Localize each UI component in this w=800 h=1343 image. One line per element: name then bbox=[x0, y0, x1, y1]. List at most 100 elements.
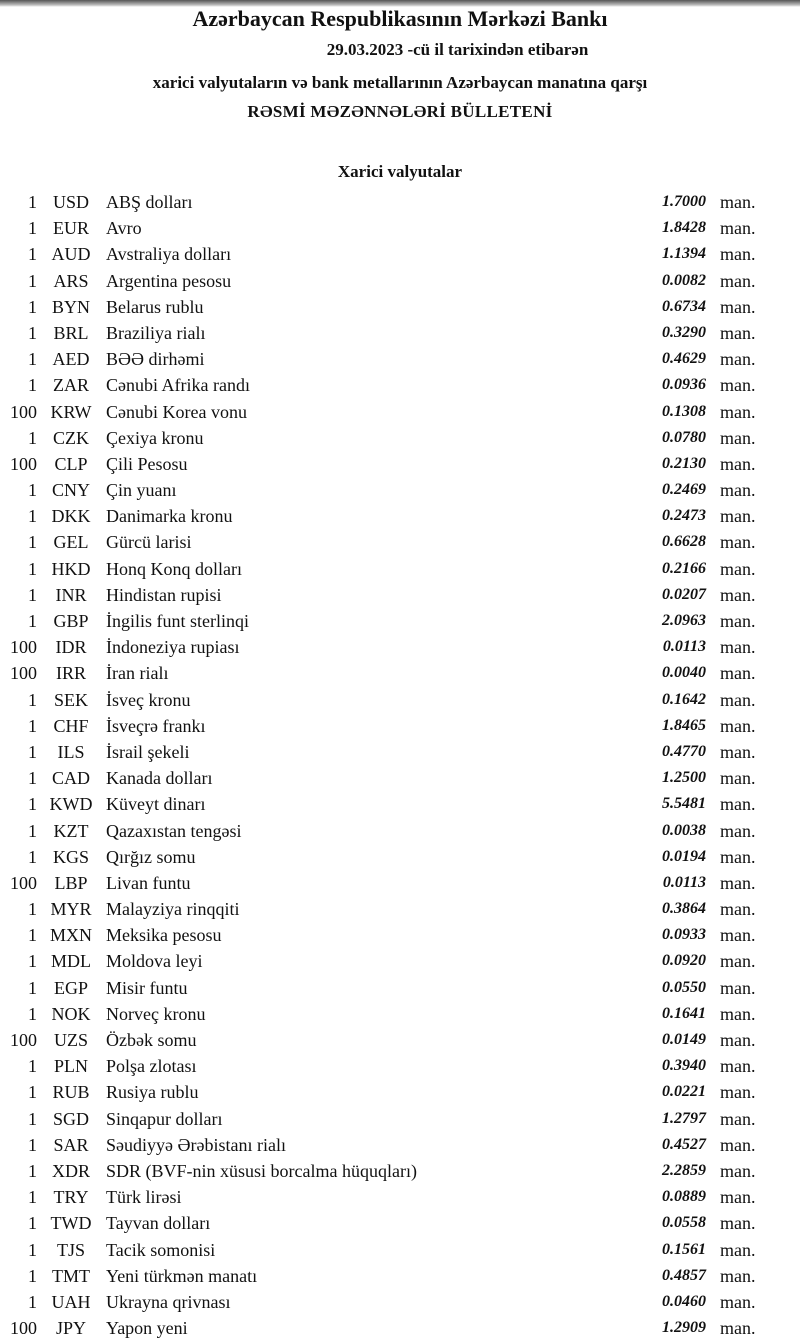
rate-value: 0.0936 bbox=[662, 376, 706, 394]
currency-name: Kanada dolları bbox=[106, 768, 213, 789]
nominal: 1 bbox=[28, 1056, 37, 1077]
unit-label: man. bbox=[720, 977, 756, 998]
rate-row: 100 JPY Yapon yeni 1.2909 man. bbox=[0, 1315, 800, 1341]
currency-code: GBP bbox=[53, 611, 89, 631]
rate-row: 1 GEL Gürcü larisi 0.6628 man. bbox=[0, 529, 800, 555]
currency-code: MXN bbox=[49, 925, 92, 946]
nominal: 1 bbox=[28, 480, 37, 501]
nominal: 1 bbox=[28, 1160, 37, 1181]
bulletin-title: RƏSMİ MƏZƏNNƏLƏRİ BÜLLETENİ bbox=[247, 102, 553, 121]
unit-label: man. bbox=[720, 558, 756, 579]
currency-name: Misir funtu bbox=[106, 977, 188, 998]
currency-name: Rusiya rublu bbox=[106, 1082, 199, 1103]
unit-label: man. bbox=[720, 689, 756, 710]
unit-label: man. bbox=[720, 1160, 756, 1181]
currency-name: Qazaxıstan tengəsi bbox=[106, 820, 242, 841]
date-line: 29.03.2023 -cü il tarixindən etibarən bbox=[326, 40, 589, 59]
nominal: 1 bbox=[28, 846, 37, 867]
rate-value: 0.3864 bbox=[662, 900, 706, 918]
currency-code: RUB bbox=[52, 1082, 90, 1103]
nominal: 1 bbox=[28, 192, 37, 212]
unit-label: man. bbox=[720, 270, 756, 291]
nominal: 100 bbox=[10, 453, 37, 474]
nominal: 100 bbox=[10, 401, 37, 422]
rate-value: 0.4857 bbox=[662, 1266, 706, 1284]
rate-row: 100 KRW Cənubi Korea vonu 0.1308 man. bbox=[0, 399, 800, 425]
currency-name: ABŞ dolları bbox=[106, 192, 193, 212]
rate-row: 1 HKD Honq Konq dolları 0.2166 man. bbox=[0, 556, 800, 582]
rate-value: 0.0194 bbox=[662, 847, 706, 865]
nominal: 1 bbox=[28, 741, 37, 762]
rate-row: 1 CHF İsveçrə frankı 1.8465 man. bbox=[0, 713, 800, 739]
rate-row: 1 TWD Tayvan dolları 0.0558 man. bbox=[0, 1210, 800, 1236]
rate-row: 1 GBP İngilis funt sterlinqi 2.0963 man. bbox=[0, 608, 800, 634]
rate-value: 0.0113 bbox=[662, 638, 706, 656]
nominal: 1 bbox=[28, 1291, 37, 1312]
rate-row: 100 UZS Özbək somu 0.0149 man. bbox=[0, 1027, 800, 1053]
currency-name: Avro bbox=[106, 218, 142, 239]
currency-name: İsveçrə frankı bbox=[106, 715, 206, 736]
nominal: 1 bbox=[28, 925, 37, 946]
currency-name: Cənubi Korea vonu bbox=[106, 401, 247, 422]
unit-label: man. bbox=[720, 506, 756, 527]
rate-value: 0.2166 bbox=[662, 559, 706, 577]
rate-row: 1 KZT Qazaxıstan tengəsi 0.0038 man. bbox=[0, 818, 800, 844]
currency-code: TMT bbox=[52, 1265, 90, 1286]
nominal: 100 bbox=[10, 637, 37, 658]
rate-row: 1 AUD Avstraliya dolları 1.1394 man. bbox=[0, 241, 800, 267]
currency-name: Hindistan rupisi bbox=[106, 584, 222, 605]
unit-label: man. bbox=[720, 715, 756, 736]
rate-row: 1 INR Hindistan rupisi 0.0207 man. bbox=[0, 582, 800, 608]
currency-code: KRW bbox=[50, 401, 92, 422]
rate-row: 1 DKK Danimarka kronu 0.2473 man. bbox=[0, 503, 800, 529]
currency-name: Tacik somonisi bbox=[106, 1239, 216, 1260]
nominal: 1 bbox=[28, 768, 37, 789]
currency-name: Çexiya kronu bbox=[106, 427, 204, 448]
currency-code: ZAR bbox=[53, 375, 89, 396]
nominal: 1 bbox=[28, 349, 37, 370]
rate-row: 1 MDL Moldova leyi 0.0920 man. bbox=[0, 948, 800, 974]
rate-value: 0.0207 bbox=[662, 585, 706, 603]
currency-code: UZS bbox=[53, 1030, 88, 1050]
rate-value: 1.8428 bbox=[662, 219, 706, 237]
nominal: 1 bbox=[28, 1108, 37, 1129]
rate-value: 0.3290 bbox=[662, 323, 706, 341]
nominal: 100 bbox=[10, 663, 37, 684]
currency-name: Moldova leyi bbox=[106, 951, 203, 972]
rate-row: 1 CZK Çexiya kronu 0.0780 man. bbox=[0, 425, 800, 451]
unit-label: man. bbox=[720, 611, 756, 631]
unit-label: man. bbox=[720, 427, 756, 448]
unit-label: man. bbox=[720, 925, 756, 946]
rate-value: 0.0113 bbox=[662, 873, 706, 891]
rate-value: 0.0780 bbox=[662, 428, 706, 446]
unit-label: man. bbox=[720, 951, 756, 972]
currency-code: CAD bbox=[51, 768, 90, 789]
currency-name: SDR (BVF-nin xüsusi borcalma hüquqları) bbox=[106, 1160, 417, 1181]
currency-name: Livan funtu bbox=[106, 872, 191, 893]
rate-value: 0.2473 bbox=[662, 507, 706, 525]
currency-code: USD bbox=[52, 192, 89, 212]
rate-row: 1 UAH Ukrayna qrivnası 0.0460 man. bbox=[0, 1289, 800, 1315]
rate-row: 1 SGD Sinqapur dolları 1.2797 man. bbox=[0, 1106, 800, 1132]
unit-label: man. bbox=[720, 1003, 756, 1024]
unit-label: man. bbox=[720, 872, 756, 893]
currency-name: İsveç kronu bbox=[106, 689, 191, 710]
currency-code: GEL bbox=[53, 532, 89, 553]
rate-row: 1 MXN Meksika pesosu 0.0933 man. bbox=[0, 922, 800, 948]
nominal: 1 bbox=[28, 270, 37, 291]
currency-code: UAH bbox=[51, 1291, 91, 1312]
currency-code: BRL bbox=[53, 322, 89, 343]
currency-code: ILS bbox=[57, 741, 85, 762]
currency-name: Çili Pesosu bbox=[106, 453, 188, 474]
currency-code: HKD bbox=[51, 558, 91, 579]
rate-row: 1 EUR Avro 1.8428 man. bbox=[0, 215, 800, 241]
currency-code: ARS bbox=[53, 270, 89, 291]
rate-row: 100 IRR İran rialı 0.0040 man. bbox=[0, 660, 800, 686]
currency-name: İngilis funt sterlinqi bbox=[106, 611, 249, 631]
nominal: 1 bbox=[28, 244, 37, 265]
currency-code: EUR bbox=[53, 218, 89, 239]
unit-label: man. bbox=[720, 1030, 756, 1050]
rate-value: 1.2797 bbox=[662, 1109, 706, 1127]
unit-label: man. bbox=[720, 663, 756, 684]
section-heading: Xarici valyutalar bbox=[337, 162, 463, 181]
